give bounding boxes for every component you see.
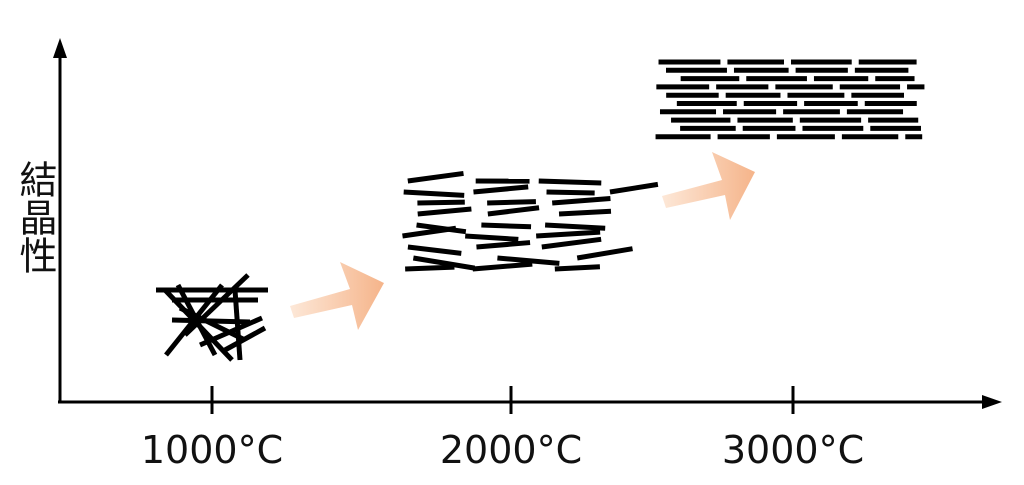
partly-aligned-layers <box>402 170 659 272</box>
layer <box>407 170 464 184</box>
y-axis-label: 結晶性 <box>13 160 57 274</box>
x-arrow <box>982 395 1002 409</box>
layer <box>407 244 462 256</box>
layer <box>412 255 476 271</box>
layer <box>497 255 560 266</box>
arrow <box>662 152 755 220</box>
layer <box>609 181 659 195</box>
layer <box>535 229 601 239</box>
layer <box>473 184 529 195</box>
layer <box>487 205 540 217</box>
layer <box>538 178 602 186</box>
layer <box>405 264 455 272</box>
layer <box>417 206 472 217</box>
layer <box>476 240 531 250</box>
layer <box>551 196 611 206</box>
layer <box>403 189 465 198</box>
layer <box>576 246 633 261</box>
aligned-layers <box>655 59 925 140</box>
layer <box>546 189 595 196</box>
layer <box>541 236 602 250</box>
layer <box>402 225 457 239</box>
x-label: 2000°C <box>439 428 583 472</box>
layer <box>481 222 532 230</box>
layer <box>417 199 465 206</box>
x-label: 1000°C <box>140 428 284 472</box>
y-arrow <box>53 38 67 58</box>
layer <box>554 264 601 272</box>
layer <box>558 208 612 217</box>
layer <box>544 222 606 231</box>
arrow <box>290 262 384 330</box>
layer <box>465 233 519 242</box>
layer <box>487 199 536 206</box>
disordered-layers <box>156 273 268 362</box>
layer <box>472 261 533 272</box>
x-label: 3000°C <box>721 428 865 472</box>
